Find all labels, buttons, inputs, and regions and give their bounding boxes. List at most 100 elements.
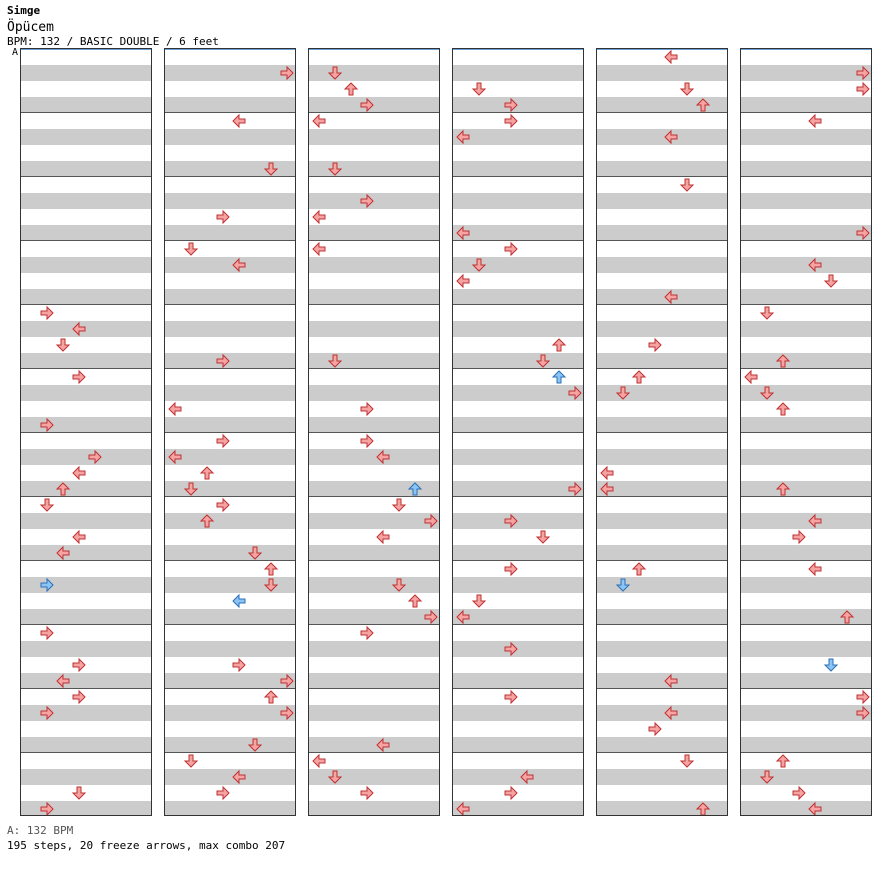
beat-stripe [453, 353, 583, 369]
beat-stripe [597, 577, 727, 593]
beat-stripe [597, 129, 727, 145]
step-arrow-l [808, 257, 822, 273]
beat-stripe [597, 257, 727, 273]
beat-stripe [165, 769, 295, 785]
measure-line [21, 368, 151, 369]
step-arrow-r [40, 625, 54, 641]
step-arrow-u [695, 802, 711, 815]
measure-line [741, 112, 871, 113]
beat-stripe [741, 705, 871, 721]
step-arrow-r [856, 689, 870, 705]
step-arrow-r [568, 481, 582, 497]
measure-line [597, 304, 727, 305]
beat-stripe [165, 161, 295, 177]
step-arrow-l [168, 401, 182, 417]
measure-line [741, 752, 871, 753]
beat-stripe [21, 385, 151, 401]
measure-line [165, 688, 295, 689]
beat-stripe [597, 225, 727, 241]
step-arrow-d [679, 82, 695, 96]
step-arrow-r [424, 513, 438, 529]
beat-stripe [165, 385, 295, 401]
beat-stripe [21, 65, 151, 81]
measure-line [309, 624, 439, 625]
beat-stripe [21, 193, 151, 209]
step-arrow-d [327, 770, 343, 784]
step-arrow-u [199, 466, 215, 480]
column-top-line [21, 49, 151, 50]
beat-stripe [741, 481, 871, 497]
beat-stripe [309, 353, 439, 369]
beat-stripe [21, 481, 151, 497]
beat-stripe [165, 417, 295, 433]
measure-line [597, 496, 727, 497]
beat-stripe [453, 513, 583, 529]
beat-stripe [453, 801, 583, 815]
step-arrow-l [456, 273, 470, 289]
beat-stripe [597, 417, 727, 433]
measure-line [597, 688, 727, 689]
measure-line [597, 176, 727, 177]
beat-stripe [453, 321, 583, 337]
step-arrow-l [376, 449, 390, 465]
measure-line [453, 752, 583, 753]
measure-line [741, 432, 871, 433]
step-arrow-d [183, 242, 199, 256]
measure-line [165, 112, 295, 113]
beat-stripe [741, 353, 871, 369]
beat-stripe [165, 545, 295, 561]
beat-stripe [165, 737, 295, 753]
measure-line [309, 432, 439, 433]
beat-stripe [741, 449, 871, 465]
step-arrow-d [247, 546, 263, 560]
step-arrow-l [744, 369, 758, 385]
measure-line [21, 304, 151, 305]
step-arrow-r [648, 721, 662, 737]
step-arrow-r [504, 513, 518, 529]
beat-stripe [165, 257, 295, 273]
beat-stripe [165, 289, 295, 305]
beat-stripe [165, 513, 295, 529]
beat-stripe [309, 545, 439, 561]
measure-line [21, 496, 151, 497]
step-arrow-l [664, 673, 678, 689]
step-arrow-l [312, 113, 326, 129]
beat-stripe [741, 193, 871, 209]
measure-line [453, 176, 583, 177]
beat-stripe [21, 513, 151, 529]
step-arrow-r [360, 785, 374, 801]
beat-stripe [453, 417, 583, 433]
beat-stripe [309, 257, 439, 273]
beat-stripe [165, 609, 295, 625]
beat-stripe [165, 97, 295, 113]
footer-bpm: A: 132 BPM [7, 824, 74, 837]
step-arrow-d [39, 498, 55, 512]
chart-column-5 [596, 48, 728, 816]
measure-line [453, 624, 583, 625]
step-arrow-d [823, 658, 839, 672]
step-arrow-u [551, 338, 567, 352]
measure-line [309, 496, 439, 497]
measure-line [741, 304, 871, 305]
measure-line [165, 752, 295, 753]
step-arrow-r [856, 81, 870, 97]
beat-stripe [741, 289, 871, 305]
beat-stripe [309, 705, 439, 721]
measure-line [21, 432, 151, 433]
step-arrow-l [72, 529, 86, 545]
beat-stripe [21, 801, 151, 815]
beat-stripe [453, 65, 583, 81]
beat-stripe [165, 577, 295, 593]
step-arrow-d [471, 258, 487, 272]
step-arrow-l [376, 737, 390, 753]
beat-stripe [597, 737, 727, 753]
step-arrow-r [648, 337, 662, 353]
measure-line [597, 560, 727, 561]
beat-stripe [597, 705, 727, 721]
measure-line [309, 240, 439, 241]
beat-stripe [165, 481, 295, 497]
step-arrow-r [88, 449, 102, 465]
step-arrow-l [456, 225, 470, 241]
measure-line [597, 240, 727, 241]
beat-stripe [741, 801, 871, 815]
